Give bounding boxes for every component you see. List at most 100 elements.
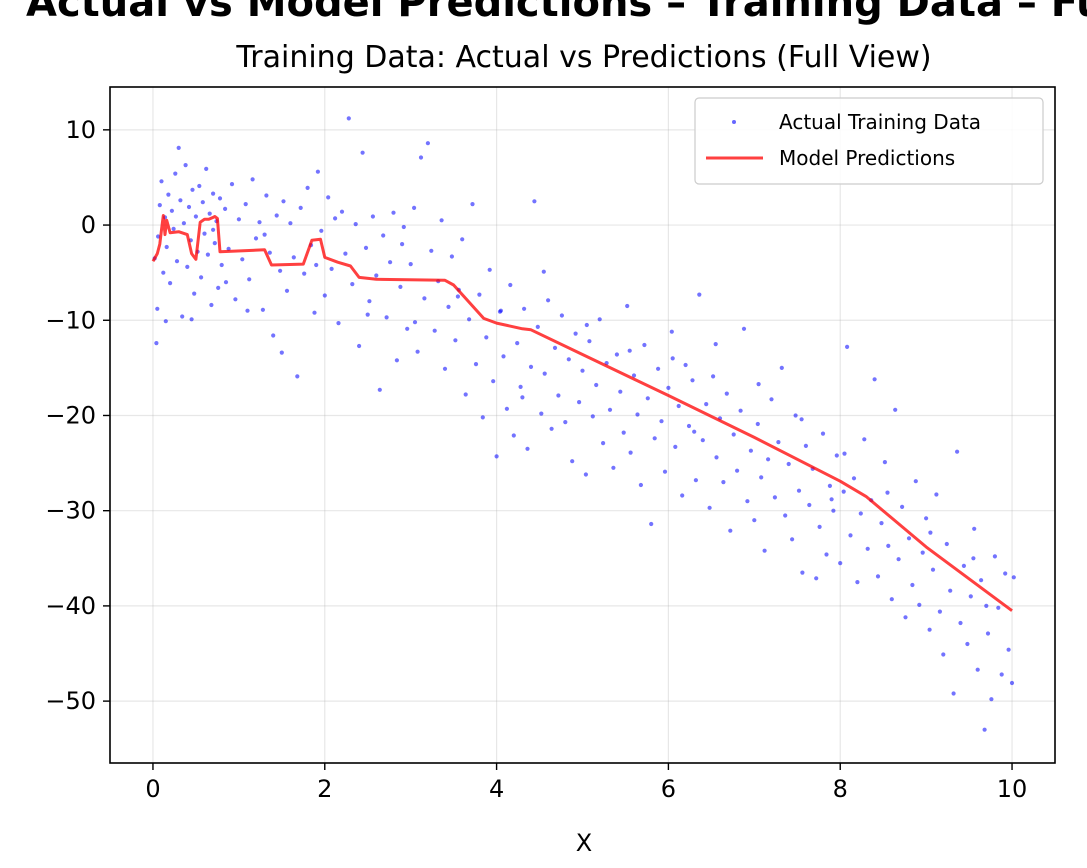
data-point [209,302,214,308]
data-point [1003,571,1008,576]
data-point [796,488,802,493]
data-point [893,407,898,412]
clipped-suptitle: Actual vs Model Predictions – Training D… [26,0,1087,26]
data-point [171,226,176,231]
data-point [333,216,338,221]
data-point [635,412,640,417]
data-point [1011,575,1016,580]
data-point [924,516,929,521]
data-point [879,521,884,526]
data-point [756,382,761,387]
data-point [528,364,534,369]
data-point [1006,647,1011,652]
data-point [377,387,382,392]
data-point [711,374,716,379]
data-point [979,578,984,583]
data-point [415,349,420,354]
data-point [982,727,987,732]
data-point [841,489,846,494]
data-point [216,285,221,290]
data-point [958,620,963,626]
data-point [326,195,331,200]
prediction-series [151,214,1013,612]
data-point [192,291,197,296]
data-point [649,521,654,527]
data-point [357,343,362,349]
data-point [370,214,375,219]
data-point [400,242,405,247]
data-point [930,567,936,572]
data-point [429,248,434,253]
data-point [473,362,479,367]
data-point [786,461,791,467]
data-point [552,345,558,350]
data-point [346,116,351,121]
data-point [494,454,499,459]
data-point [504,406,509,411]
data-point [217,196,223,201]
data-point [772,495,778,500]
data-point [460,237,465,242]
data-point [851,476,857,481]
scatter-series [152,116,1016,732]
data-point [271,333,276,338]
data-point [219,262,224,268]
data-point [193,214,198,219]
data-point [731,432,736,437]
data-point [996,605,1001,610]
legend-label-predictions: Model Predictions [779,146,955,170]
data-point [212,241,217,246]
data-point [625,303,630,309]
x-tick-label: 0 [145,775,160,803]
data-point [169,208,174,213]
data-point [882,460,888,465]
data-point [549,426,554,431]
data-point [607,407,613,412]
data-point [659,419,664,424]
data-point [260,307,265,312]
data-point [155,306,160,311]
data-point [627,348,632,353]
x-tick-label: 4 [489,775,504,803]
data-point [889,597,894,602]
data-point [178,198,183,203]
data-point [295,374,300,379]
data-point [920,550,925,555]
data-point [829,497,834,502]
data-point [319,228,324,233]
data-point [577,400,582,405]
data-point [439,218,444,223]
data-point [559,313,565,318]
data-point [590,414,595,419]
data-point [353,222,358,227]
data-point [480,415,485,420]
data-point [243,202,248,207]
data-point [484,335,489,340]
data-point [384,315,389,320]
y-tick-label: −50 [45,687,96,715]
data-point [425,141,430,146]
data-point [638,482,644,488]
data-point [937,609,943,614]
data-point [522,306,527,311]
data-point [432,328,437,333]
data-point [408,262,413,267]
data-point [535,324,540,329]
data-point [154,341,159,346]
data-point [164,244,169,250]
data-point [422,296,427,301]
data-point [205,252,210,257]
data-point [783,513,788,518]
y-tick-label: −40 [45,592,96,620]
data-point [305,185,310,190]
data-point [211,227,216,232]
data-point [1009,680,1015,686]
data-point [948,588,953,593]
data-point [862,437,867,442]
data-point [365,312,370,317]
data-point [339,209,345,214]
data-point [350,282,355,287]
prediction-line [151,214,1013,612]
data-point [913,479,918,484]
data-point [298,205,303,210]
